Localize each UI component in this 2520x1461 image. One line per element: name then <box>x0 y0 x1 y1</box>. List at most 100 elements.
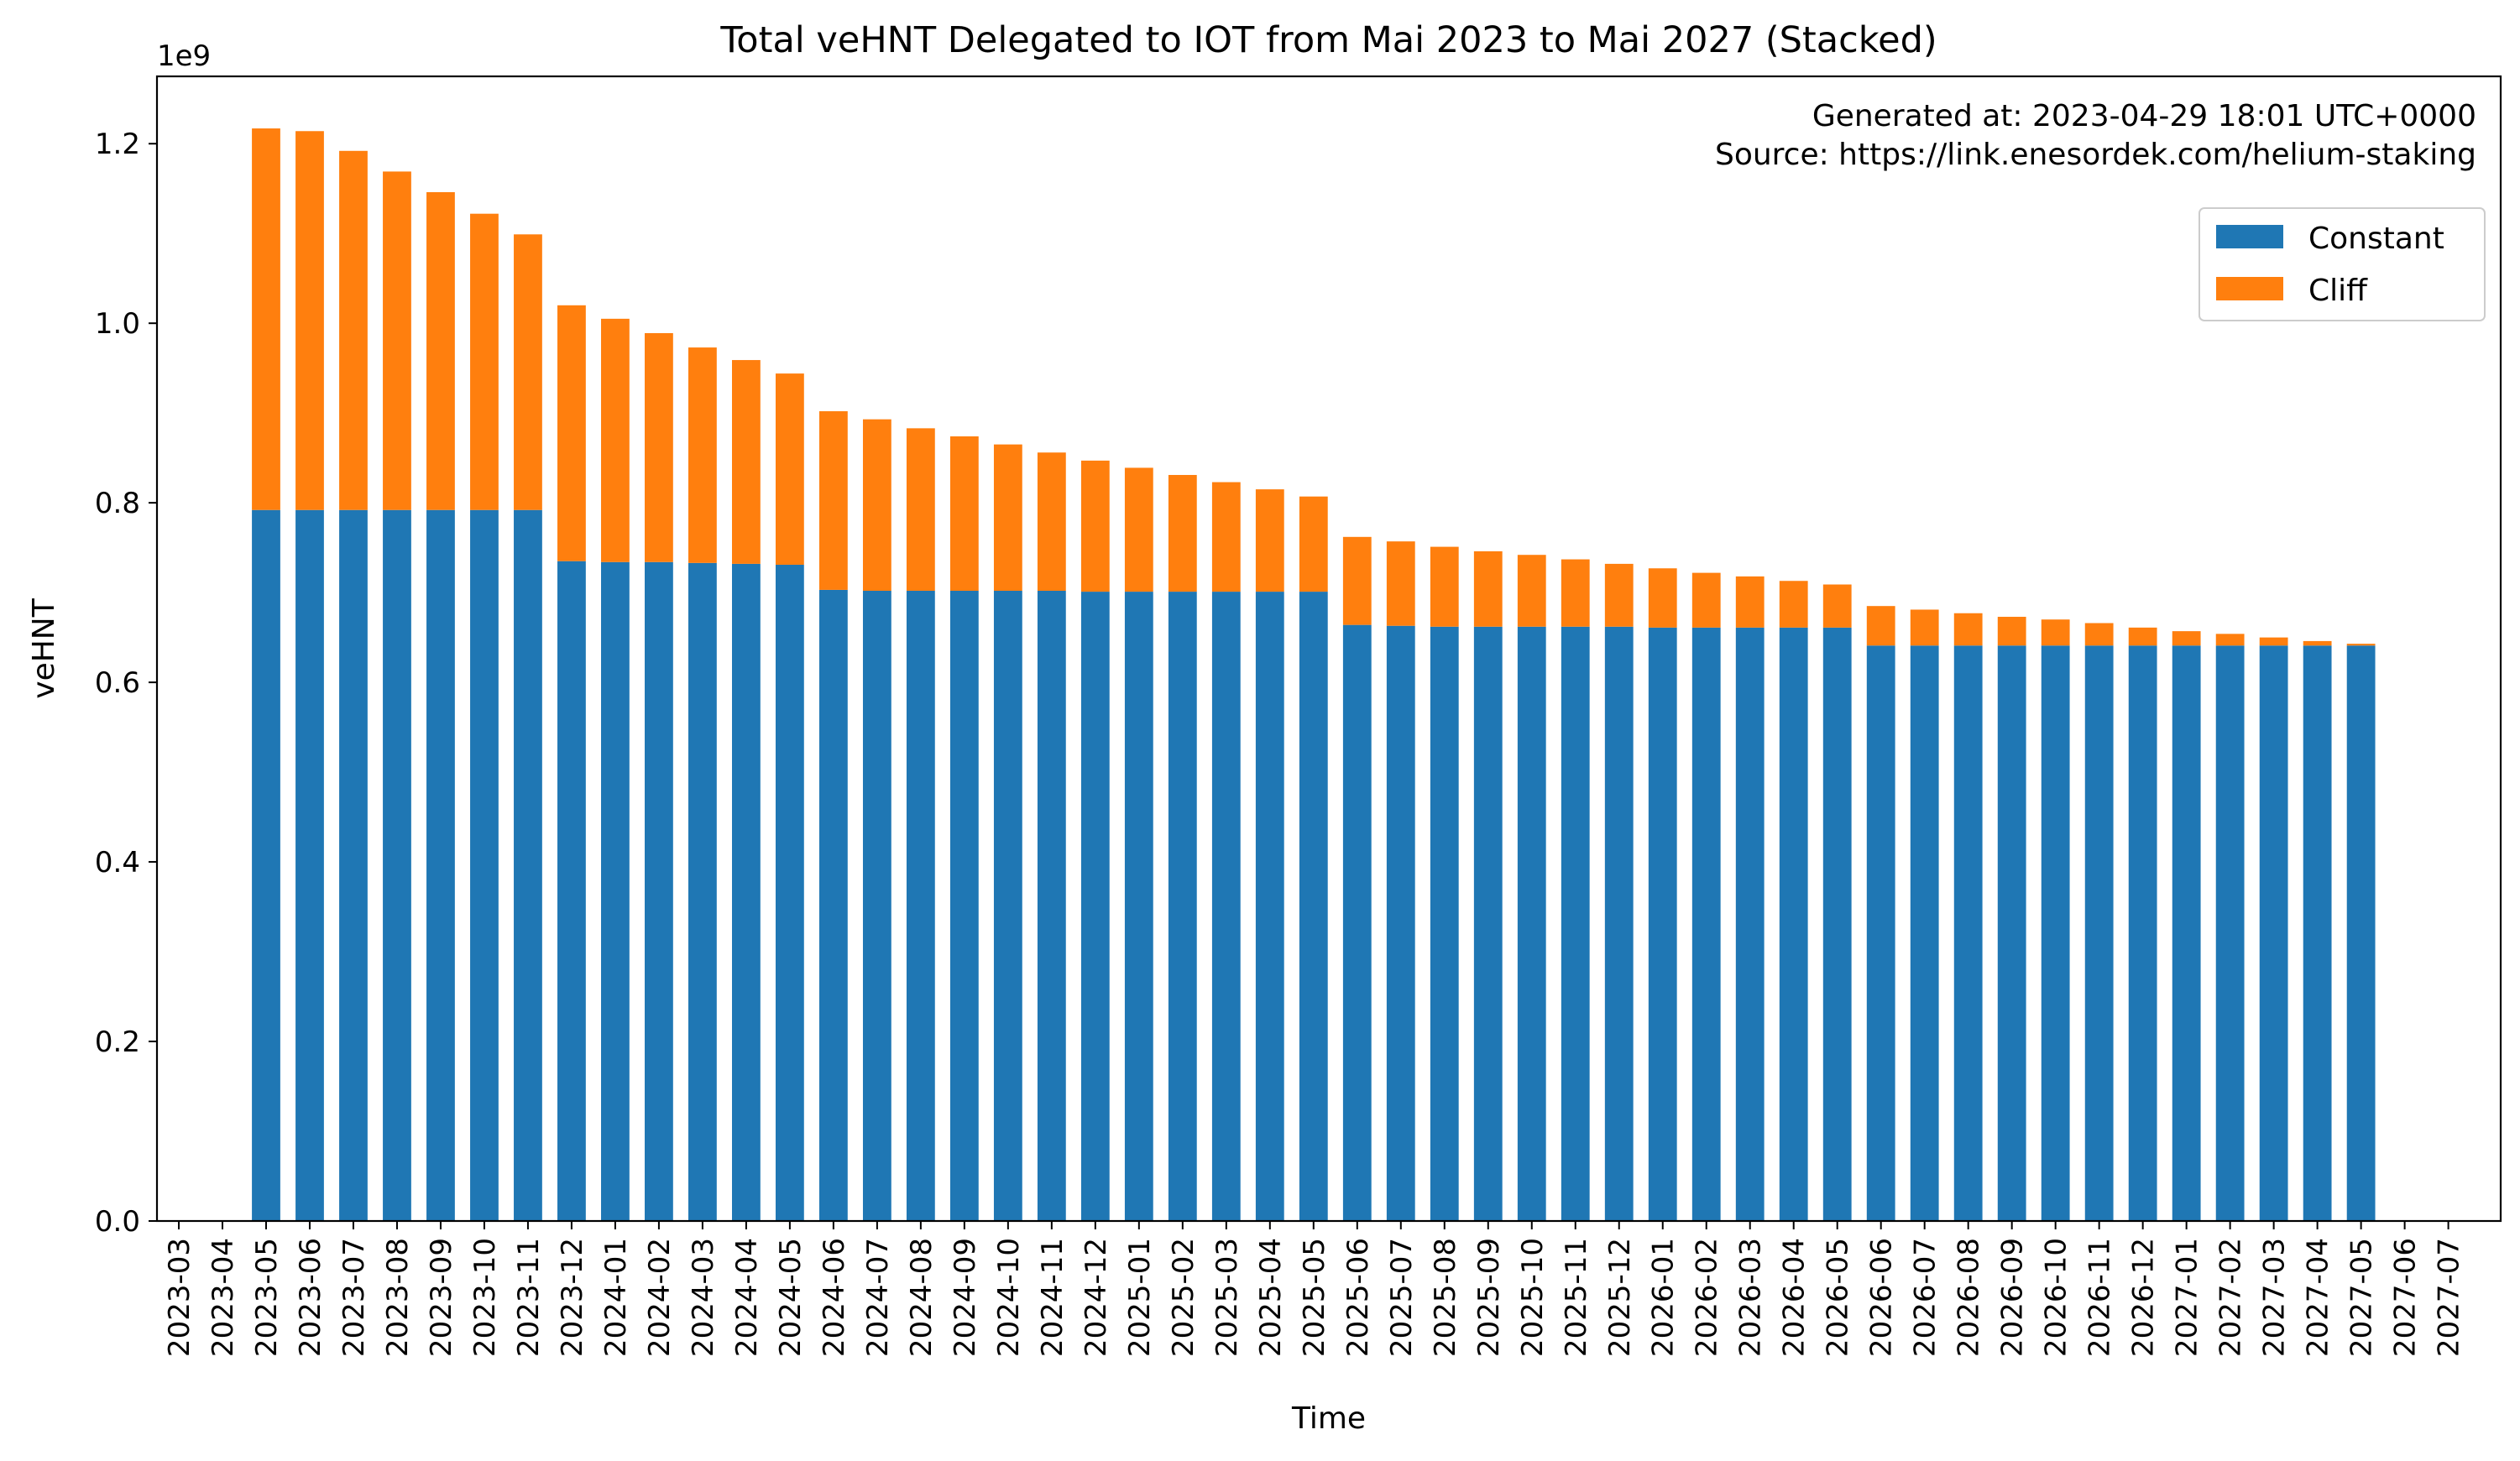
bar-cliff-2025-10 <box>1517 555 1546 627</box>
bar-cliff-2025-08 <box>1430 546 1459 627</box>
x-tick-label: 2024-06 <box>818 1238 851 1357</box>
y-tick-label: 1.2 <box>95 128 140 161</box>
bar-cliff-2027-04 <box>2303 640 2332 646</box>
x-tick-label: 2026-04 <box>1778 1238 1812 1357</box>
legend-label-cliff: Cliff <box>2308 274 2368 308</box>
bar-cliff-2027-03 <box>2259 637 2288 646</box>
bar-cliff-2026-12 <box>2128 627 2157 646</box>
bar-cliff-2024-08 <box>906 428 935 591</box>
bar-constant-2025-03 <box>1211 592 1241 1221</box>
y-tick-label: 0.4 <box>95 846 140 879</box>
bar-constant-2024-10 <box>993 591 1022 1221</box>
bar-cliff-2026-01 <box>1648 568 1677 628</box>
bar-cliff-2026-02 <box>1691 572 1721 628</box>
bar-constant-2023-08 <box>383 509 411 1221</box>
bar-constant-2026-08 <box>1953 645 1983 1221</box>
x-tick-label: 2027-03 <box>2258 1238 2292 1357</box>
bar-cliff-2024-06 <box>818 411 848 590</box>
bar-constant-2026-07 <box>1910 645 1939 1221</box>
bar-constant-2024-05 <box>775 564 804 1221</box>
bar-cliff-2024-12 <box>1080 460 1110 592</box>
bar-cliff-2025-06 <box>1342 536 1372 625</box>
bar-cliff-2025-09 <box>1473 550 1503 627</box>
bar-cliff-2024-07 <box>862 419 891 591</box>
bar-constant-2026-09 <box>1997 645 2026 1221</box>
axes-layer: 0.0 0.2 0.4 0.6 0.8 1.0 1.2 2023-03 2023-04 2023-… <box>95 128 2466 1357</box>
x-tick-label: 2024-09 <box>949 1238 982 1357</box>
bar-constant-2023-07 <box>339 509 368 1221</box>
x-tick-label: 2026-08 <box>1953 1238 1986 1357</box>
bar-constant-2025-12 <box>1604 626 1634 1221</box>
bar-constant-2024-04 <box>732 563 761 1221</box>
x-tick-label: 2025-09 <box>1472 1238 1506 1357</box>
bar-cliff-2026-11 <box>2084 623 2114 646</box>
x-tick-label: 2025-11 <box>1560 1238 1593 1357</box>
bar-cliff-2024-02 <box>645 332 673 562</box>
y-axis-label: veHNT <box>27 597 61 698</box>
y-tick-label: 0.2 <box>95 1025 140 1059</box>
bar-constant-2024-12 <box>1080 592 1110 1221</box>
bar-constant-2027-04 <box>2303 645 2332 1221</box>
bar-cliff-2024-01 <box>601 318 630 562</box>
legend-label-constant: Constant <box>2308 222 2444 256</box>
bar-cliff-2023-10 <box>470 213 499 510</box>
bar-cliff-2026-04 <box>1779 581 1808 628</box>
x-axis-label: Time <box>1291 1401 1366 1436</box>
bar-cliff-2023-09 <box>426 192 455 510</box>
y-tick-label: 0.6 <box>95 666 140 700</box>
x-tick-label: 2027-01 <box>2171 1238 2204 1357</box>
bar-constant-2025-06 <box>1342 624 1372 1221</box>
bar-constant-2026-03 <box>1735 627 1765 1221</box>
bar-constant-2025-09 <box>1473 626 1503 1221</box>
bar-cliff-2025-04 <box>1255 489 1284 592</box>
x-tick-label: 2024-01 <box>599 1238 633 1357</box>
bar-cliff-2027-01 <box>2172 631 2201 646</box>
x-tick-label: 2024-05 <box>774 1238 808 1357</box>
chart-title: Total veHNT Delegated to IOT from Mai 20… <box>719 19 1937 61</box>
x-tick-label: 2026-10 <box>2040 1238 2073 1357</box>
x-tick-label: 2024-03 <box>687 1238 720 1357</box>
bar-constant-2027-02 <box>2215 645 2245 1221</box>
bar-constant-2025-05 <box>1299 592 1328 1221</box>
bar-constant-2024-08 <box>906 591 935 1221</box>
bar-cliff-2025-12 <box>1604 563 1634 627</box>
x-tick-label: 2024-07 <box>861 1238 895 1357</box>
bar-constant-2025-04 <box>1255 592 1284 1221</box>
bar-constant-2023-06 <box>295 509 324 1221</box>
annotation-source: Source: https://link.enesordek.com/heliu… <box>1715 138 2476 172</box>
x-tick-label: 2024-08 <box>905 1238 938 1357</box>
x-tick-label: 2026-07 <box>1909 1238 1942 1357</box>
x-tick-label: 2023-07 <box>337 1238 371 1357</box>
bar-constant-2026-05 <box>1822 627 1852 1221</box>
bar-constant-2025-02 <box>1168 592 1197 1221</box>
x-tick-label: 2025-06 <box>1341 1238 1375 1357</box>
bar-constant-2025-01 <box>1124 592 1153 1221</box>
x-tick-label: 2027-07 <box>2433 1238 2466 1357</box>
x-tick-label: 2024-11 <box>1036 1238 1069 1357</box>
x-tick-label: 2023-11 <box>512 1238 546 1357</box>
x-tick-label: 2026-05 <box>1822 1238 1855 1357</box>
legend-swatch-constant <box>2216 225 2283 248</box>
y-tick-label: 0.0 <box>95 1205 140 1239</box>
x-tick-label: 2026-03 <box>1734 1238 1768 1357</box>
bar-cliff-2026-08 <box>1953 613 1983 646</box>
x-tick-label: 2026-02 <box>1691 1238 1724 1357</box>
bar-cliff-2024-11 <box>1037 452 1066 591</box>
bar-cliff-2024-09 <box>949 436 979 591</box>
bar-constant-2025-10 <box>1517 626 1546 1221</box>
bar-constant-2025-08 <box>1430 626 1459 1221</box>
bar-constant-2027-03 <box>2259 645 2288 1221</box>
bar-constant-2026-04 <box>1779 627 1808 1221</box>
bar-constant-2027-05 <box>2346 645 2376 1221</box>
annotation-generated-at: Generated at: 2023-04-29 18:01 UTC+0000 <box>1812 99 2476 133</box>
bar-cliff-2023-11 <box>514 234 542 510</box>
bar-cliff-2026-07 <box>1910 609 1939 646</box>
x-tick-label: 2025-05 <box>1298 1238 1331 1357</box>
x-tick-label: 2023-08 <box>381 1238 415 1357</box>
bar-constant-2026-01 <box>1648 627 1677 1221</box>
x-tick-label: 2027-02 <box>2214 1238 2248 1357</box>
plot-frame <box>155 75 2502 1223</box>
x-tick-label: 2026-12 <box>2127 1238 2161 1357</box>
bar-cliff-2026-03 <box>1735 576 1765 628</box>
